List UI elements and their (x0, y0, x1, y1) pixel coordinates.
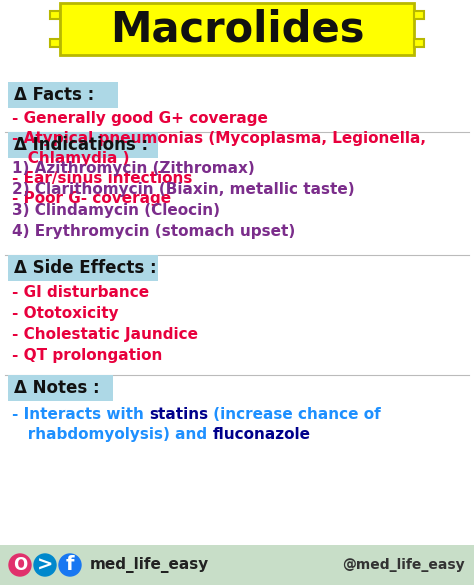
Text: - Cholestatic Jaundice: - Cholestatic Jaundice (12, 327, 198, 342)
Text: - GI disturbance: - GI disturbance (12, 285, 149, 300)
Text: O: O (13, 556, 27, 574)
Bar (8, 132, 158, 158)
Bar (8, 375, 113, 401)
Text: - Ototoxicity: - Ototoxicity (12, 306, 118, 321)
Text: Δ Facts :: Δ Facts : (14, 86, 94, 104)
Text: - Ear/sinus infections: - Ear/sinus infections (12, 171, 192, 186)
Bar (414, 39, 424, 47)
Text: fluconazole: fluconazole (212, 427, 310, 442)
Text: @med_life_easy: @med_life_easy (342, 558, 465, 572)
Text: 2) Clarithomycin (Biaxin, metallic taste): 2) Clarithomycin (Biaxin, metallic taste… (12, 182, 355, 197)
Circle shape (59, 554, 81, 576)
Bar (50, 11, 60, 19)
Text: - Atypical pneumonias (Mycoplasma, Legionella,: - Atypical pneumonias (Mycoplasma, Legio… (12, 131, 426, 146)
Text: rhabdomyolysis) and: rhabdomyolysis) and (12, 427, 212, 442)
Text: - Poor G- coverage: - Poor G- coverage (12, 191, 171, 206)
Text: Δ Side Effects :: Δ Side Effects : (14, 259, 156, 277)
Bar (8, 255, 158, 281)
Bar (8, 82, 118, 108)
Circle shape (9, 554, 31, 576)
Text: 1) Azithromycin (Zithromax): 1) Azithromycin (Zithromax) (12, 161, 255, 176)
Bar (414, 11, 424, 19)
Text: 3) Clindamycin (Cleocin): 3) Clindamycin (Cleocin) (12, 203, 220, 218)
Text: Δ Indications :: Δ Indications : (14, 136, 148, 154)
Text: - QT prolongation: - QT prolongation (12, 348, 163, 363)
Text: 4) Erythromycin (stomach upset): 4) Erythromycin (stomach upset) (12, 224, 295, 239)
Text: (increase chance of: (increase chance of (208, 407, 381, 422)
Text: - Generally good G+ coverage: - Generally good G+ coverage (12, 111, 268, 126)
Text: - Interacts with: - Interacts with (12, 407, 149, 422)
Text: med_life_easy: med_life_easy (90, 557, 209, 573)
Text: Macrolides: Macrolides (110, 8, 364, 50)
Text: f: f (66, 556, 74, 574)
Circle shape (34, 554, 56, 576)
Text: Δ Notes :: Δ Notes : (14, 379, 100, 397)
Text: Chlamydia ): Chlamydia ) (12, 151, 129, 166)
Text: >: > (37, 556, 53, 574)
Bar (60, 3, 414, 55)
Bar (0, 545, 474, 585)
Bar (50, 39, 60, 47)
Text: statins: statins (149, 407, 208, 422)
